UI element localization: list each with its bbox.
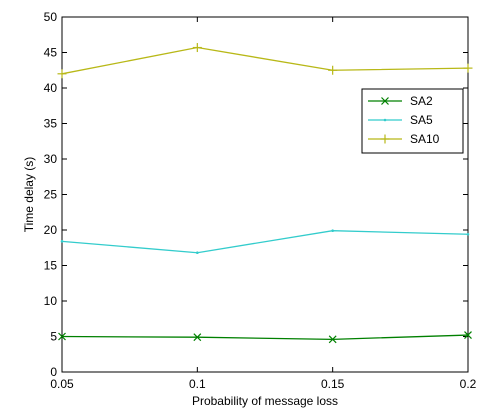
legend-marker-sa2 — [381, 97, 389, 105]
y-tick-label: 0 — [50, 365, 57, 379]
series-line-sa5 — [61, 230, 469, 254]
data-point-sa5 — [196, 251, 199, 255]
legend-item-sa5: SA5 — [368, 113, 433, 127]
data-point-sa2 — [328, 335, 337, 344]
x-tick-label: 0.05 — [50, 377, 74, 391]
x-axis-title: Probability of message loss — [192, 394, 338, 408]
data-point-sa10 — [328, 65, 338, 75]
legend-label-sa10: SA10 — [410, 132, 440, 146]
axes: 0.05 0.1 0.15 0.2 0 5 10 15 20 25 30 35 40 45 50 — [44, 10, 477, 391]
data-point-sa5 — [331, 229, 334, 233]
series-sa5 — [60, 229, 470, 255]
legend-label-sa5: SA5 — [410, 113, 433, 127]
legend-item-sa2: SA2 — [368, 94, 433, 108]
data-point-sa5 — [60, 240, 64, 243]
y-tick-label: 50 — [44, 10, 58, 24]
data-point-sa5 — [466, 232, 470, 236]
y-axis-title: Time delay (s) — [22, 157, 36, 233]
x-tick-label: 0.1 — [189, 377, 206, 391]
x-tick-label: 0.2 — [460, 377, 477, 391]
data-point-sa2 — [58, 332, 66, 341]
y-tick-label: 10 — [44, 294, 58, 308]
data-point-sa2 — [464, 331, 472, 340]
data-point-sa10 — [192, 43, 202, 53]
y-tick-label: 40 — [44, 81, 58, 95]
y-tick-label: 35 — [44, 117, 58, 131]
y-tick-label: 25 — [44, 188, 58, 202]
legend-marker-sa10 — [380, 134, 390, 144]
legend: SA2 SA5 SA10 — [361, 88, 464, 154]
legend-label-sa2: SA2 — [410, 94, 433, 108]
series-line-sa2 — [61, 334, 469, 340]
data-point-sa10 — [57, 69, 67, 79]
series-sa10 — [57, 43, 473, 79]
y-tick-label: 15 — [44, 259, 58, 273]
x-tick-label: 0.15 — [321, 377, 345, 391]
data-point-sa2 — [193, 333, 202, 342]
series-line-sa10 — [61, 46, 469, 75]
series-layer — [57, 43, 473, 344]
y-tick-label: 45 — [44, 46, 58, 60]
legend-item-sa10: SA10 — [368, 132, 440, 146]
series-sa2 — [58, 331, 472, 344]
y-tick-label: 5 — [50, 330, 57, 344]
data-point-sa10 — [463, 63, 473, 73]
legend-marker-sa5 — [383, 118, 387, 122]
legend-box — [361, 88, 464, 154]
y-tick-label: 20 — [44, 223, 58, 237]
y-tick-label: 30 — [44, 152, 58, 166]
